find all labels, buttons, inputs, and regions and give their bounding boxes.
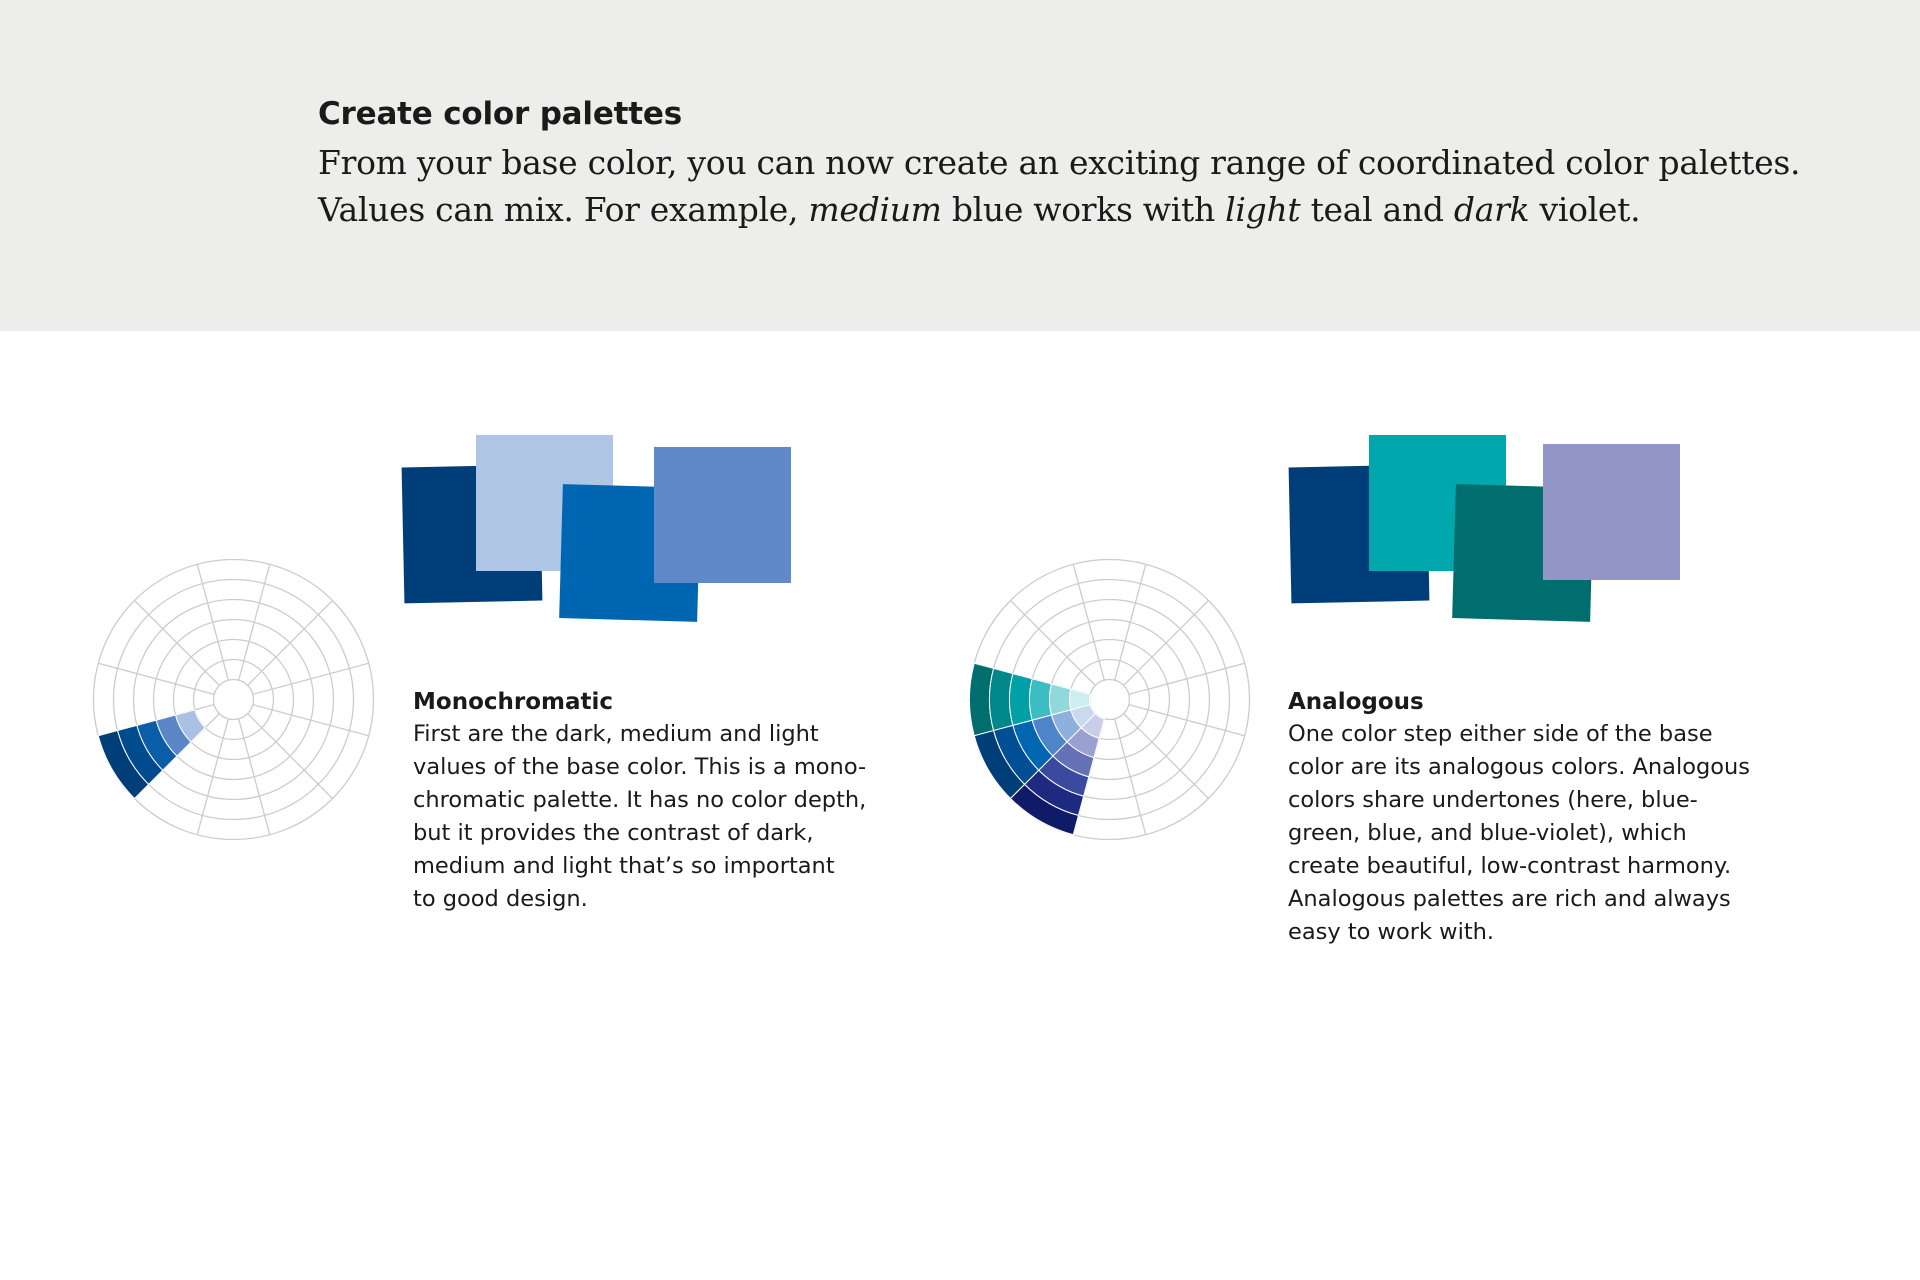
mono-line: but it provides the contrast of dark, <box>413 820 814 846</box>
wheel-spoke <box>1123 600 1209 686</box>
wheel-spoke <box>247 600 333 686</box>
mono-line: chromatic palette. It has no color depth… <box>413 787 867 813</box>
wheel-spoke <box>1114 564 1147 681</box>
intro-text: From your base color, you can now create… <box>318 139 1818 233</box>
mono-description: First are the dark, medium and light val… <box>413 718 883 916</box>
intro-line-2b: blue works with <box>941 190 1226 229</box>
analog-wheel-highlight <box>969 662 1105 836</box>
wheel-spoke <box>196 564 229 681</box>
wheel-spoke <box>1114 718 1147 835</box>
wheel-spoke <box>238 564 271 681</box>
wheel-spoke <box>252 662 369 695</box>
mono-line: to good design. <box>413 886 588 912</box>
intro-line-2c: teal and <box>1300 190 1454 229</box>
wheel-spoke <box>1072 564 1105 681</box>
page-title: Create color palettes <box>318 96 682 132</box>
wheel-spoke <box>247 713 333 799</box>
wheel-spoke <box>196 718 229 835</box>
mono-swatch-medium-light <box>654 447 791 583</box>
wheel-spoke <box>98 662 215 695</box>
analog-color-wheel <box>968 558 1251 841</box>
mono-color-wheel <box>92 558 375 841</box>
mono-line: medium and light that’s so important <box>413 853 835 879</box>
analog-line: create beautiful, low-contrast harmony. <box>1288 853 1732 879</box>
wheel-spoke <box>1010 600 1096 686</box>
analog-line: color are its analogous colors. Analogou… <box>1288 754 1750 780</box>
wheel-cell <box>1070 704 1097 729</box>
wheel-cell <box>1069 688 1091 711</box>
wheel-cell <box>174 709 206 743</box>
wheel-spoke <box>1128 704 1245 737</box>
mono-line: First are the dark, medium and light <box>413 721 819 747</box>
analog-line: Analogous palettes are rich and always <box>1288 886 1731 912</box>
wheel-cell <box>1080 712 1105 739</box>
analog-swatch-violet <box>1543 444 1680 580</box>
emphasis-dark: dark <box>1453 190 1530 229</box>
wheel-spoke <box>252 704 369 737</box>
mono-line: values of the base color. This is a mono… <box>413 754 867 780</box>
wheel-cell <box>1009 673 1033 726</box>
intro-line-2d: violet. <box>1529 190 1641 229</box>
header-band: Create color palettes From your base col… <box>0 0 1920 331</box>
mono-wheel-rings <box>92 558 375 841</box>
wheel-spoke <box>134 600 220 686</box>
emphasis-light: light <box>1225 190 1301 229</box>
mono-title: Monochromatic <box>413 689 614 715</box>
mono-wheel-highlight <box>97 709 206 800</box>
intro-line-2a: Values can mix. For example, <box>318 190 809 229</box>
wheel-cell <box>1029 678 1053 721</box>
intro-line-1: From your base color, you can now create… <box>318 143 1801 182</box>
emphasis-medium: medium <box>808 190 942 229</box>
analog-description: One color step either side of the base c… <box>1288 718 1758 949</box>
analog-line: green, blue, and blue-violet), which <box>1288 820 1687 846</box>
analog-line: colors share undertones (here, blue- <box>1288 787 1698 813</box>
analog-line: easy to work with. <box>1288 919 1495 945</box>
analog-title: Analogous <box>1288 689 1424 715</box>
wheel-spoke <box>1123 713 1209 799</box>
wheel-spoke <box>238 718 271 835</box>
analog-line: One color step either side of the base <box>1288 721 1713 747</box>
wheel-spoke <box>1128 662 1245 695</box>
